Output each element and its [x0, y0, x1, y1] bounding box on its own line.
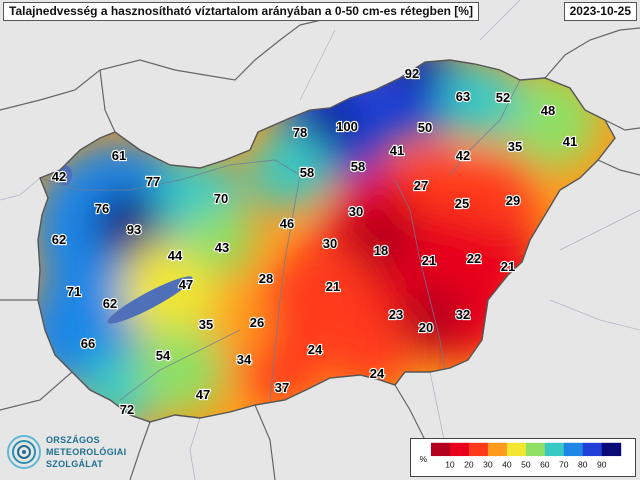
map-date: 2023-10-25	[563, 2, 637, 21]
legend-tick-label: 80	[578, 459, 588, 469]
omsz-logo: ORSZÁGOS METEOROLÓGIAI SZOLGÁLAT	[7, 435, 126, 469]
station-value: 78	[293, 125, 307, 140]
station-value: 24	[370, 366, 385, 381]
legend-tick-label: 40	[502, 459, 512, 469]
legend-swatch	[525, 442, 546, 457]
station-value: 23	[389, 307, 403, 322]
legend-tick-label: 90	[597, 459, 607, 469]
station-value: 61	[112, 148, 126, 163]
station-value: 25	[455, 196, 469, 211]
station-value: 77	[146, 174, 160, 189]
station-value: 41	[390, 143, 404, 158]
station-value: 48	[541, 103, 555, 118]
station-value: 76	[95, 201, 109, 216]
station-value: 24	[308, 342, 323, 357]
station-value: 29	[506, 193, 520, 208]
station-value: 62	[52, 232, 66, 247]
lake-ferto	[58, 165, 72, 185]
station-value: 21	[326, 279, 340, 294]
legend-swatch	[544, 442, 565, 457]
legend-tick-label: 50	[521, 459, 531, 469]
station-value: 44	[168, 248, 183, 263]
station-value: 47	[179, 277, 193, 292]
legend-swatch	[506, 442, 527, 457]
station-value: 58	[351, 159, 365, 174]
logo-line-1: ORSZÁGOS	[46, 435, 100, 445]
legend-tick-label: 70	[559, 459, 569, 469]
hungary-border	[37, 59, 616, 423]
station-value: 21	[422, 253, 436, 268]
legend-unit: %	[420, 454, 428, 464]
color-legend: % 10 20 30 40 50 60 70 80 90	[410, 438, 636, 477]
station-value: 20	[419, 320, 433, 335]
map-title: Talajnedvesség a hasznosítható víztartal…	[3, 2, 479, 21]
station-value: 93	[127, 222, 141, 237]
legend-swatch	[430, 442, 451, 457]
station-value: 26	[250, 315, 264, 330]
legend-swatch	[468, 442, 489, 457]
legend-ticks: 10 20 30 40 50 60 70 80 90	[445, 459, 607, 469]
station-value: 42	[456, 148, 470, 163]
legend-swatch	[601, 442, 622, 457]
legend-swatch	[487, 442, 508, 457]
station-value: 71	[67, 284, 81, 299]
station-value: 18	[374, 243, 388, 258]
station-value: 32	[456, 307, 470, 322]
lake-balaton	[107, 276, 193, 324]
station-value: 47	[196, 387, 210, 402]
station-value: 41	[563, 134, 577, 149]
station-value: 70	[214, 191, 228, 206]
station-value: 30	[323, 236, 337, 251]
legend-swatch	[563, 442, 584, 457]
legend-colorbar	[430, 442, 622, 457]
station-value: 34	[237, 352, 252, 367]
station-value: 46	[280, 216, 294, 231]
station-value: 43	[215, 240, 229, 255]
station-value: 58	[300, 165, 314, 180]
legend-tick-label: 60	[540, 459, 550, 469]
legend-tick-label: 10	[445, 459, 455, 469]
station-value: 50	[418, 120, 432, 135]
legend-tick-label: 20	[464, 459, 474, 469]
station-value: 92	[405, 66, 419, 81]
station-value: 30	[349, 204, 363, 219]
station-value: 37	[275, 380, 289, 395]
inner-rivers	[39, 79, 521, 401]
station-value: 28	[259, 271, 273, 286]
station-value: 66	[81, 336, 95, 351]
station-value: 77	[146, 174, 160, 189]
omsz-swirl-icon	[7, 435, 41, 469]
legend-swatch	[449, 442, 470, 457]
station-value: 63	[456, 89, 470, 104]
station-value: 35	[199, 317, 213, 332]
station-value: 42	[52, 169, 66, 184]
station-value: 22	[467, 251, 481, 266]
station-value: 35	[508, 139, 522, 154]
legend-tick-label: 30	[483, 459, 493, 469]
station-value: 52	[496, 90, 510, 105]
logo-line-2: METEOROLÓGIAI	[46, 446, 126, 457]
station-value: 72	[120, 402, 134, 417]
logo-line-3: SZOLGÁLAT	[46, 459, 103, 469]
station-value: 100	[336, 119, 358, 134]
station-value: 27	[414, 178, 428, 193]
neighbour-borders	[0, 4, 640, 480]
station-value: 62	[103, 296, 117, 311]
legend-swatch	[582, 442, 603, 457]
station-value: 21	[501, 259, 515, 274]
station-value: 54	[156, 348, 171, 363]
